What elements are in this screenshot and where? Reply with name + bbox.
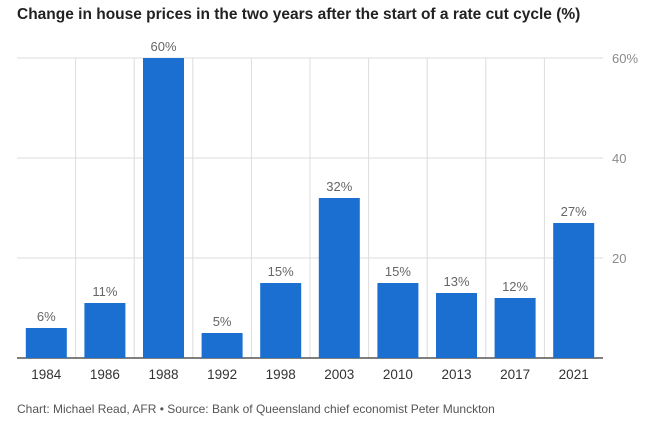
x-tick-label: 1992 [207, 367, 237, 382]
bar-2017 [494, 298, 536, 358]
data-label: 11% [92, 284, 117, 299]
y-tick-label: 60% [612, 51, 638, 66]
data-label: 6% [37, 309, 56, 324]
y-tick-label: 20 [612, 251, 626, 266]
label-layer: 20 40 60% 6% 1984 11% 1986 60% 1988 5% 1992 15% 1998… [31, 39, 638, 382]
chart-title: Change in house prices in the two years … [17, 6, 581, 23]
bar-1992 [201, 333, 243, 358]
data-label: 15% [268, 264, 294, 279]
y-tick-label: 40 [612, 151, 626, 166]
x-tick-label: 1988 [148, 367, 178, 382]
bar-2003 [318, 198, 360, 358]
bar-1998 [260, 283, 302, 358]
x-tick-label: 1984 [31, 367, 62, 382]
x-tick-label: 2021 [559, 367, 589, 382]
bar-chart: 20 40 60% 6% 1984 11% 1986 60% 1988 5% 1992 15% 1998… [17, 39, 638, 382]
bar-1984 [25, 328, 67, 358]
data-label: 13% [443, 274, 469, 289]
bar-1986 [84, 303, 126, 358]
x-tick-label: 1986 [90, 367, 120, 382]
data-label: 60% [150, 39, 176, 54]
bar-1988 [143, 58, 184, 358]
x-tick-label: 1998 [266, 367, 296, 382]
chart-source-footer: Chart: Michael Read, AFR • Source: Bank … [17, 402, 495, 416]
x-tick-label: 2017 [500, 367, 530, 382]
x-tick-label: 2010 [383, 367, 413, 382]
x-tick-label: 2013 [441, 367, 471, 382]
data-label: 27% [561, 204, 587, 219]
data-label: 15% [385, 264, 411, 279]
bar-layer [25, 58, 595, 358]
data-label: 32% [326, 179, 352, 194]
bar-2021 [553, 223, 595, 358]
bar-2013 [436, 293, 477, 358]
data-label: 5% [213, 314, 232, 329]
bar-2010 [377, 283, 419, 358]
x-tick-label: 2003 [324, 367, 354, 382]
data-label: 12% [502, 279, 528, 294]
